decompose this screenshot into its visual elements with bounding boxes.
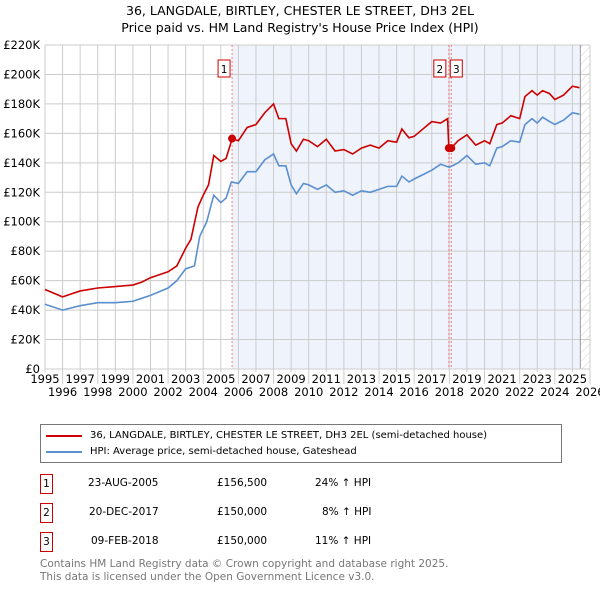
sale-hpi: 24% ↑ HPI (315, 477, 372, 489)
x-tick-label: 2014 (364, 385, 393, 399)
x-tick-label: 2005 (206, 372, 235, 386)
property-line (44, 85, 580, 298)
x-tick-label: 2016 (400, 385, 429, 399)
x-tick-label: 2000 (118, 385, 147, 399)
x-tick-label: 2026 (575, 385, 600, 399)
sale-row: 2 20-DEC-2017 £150,000 8% ↑ HPI (40, 503, 440, 523)
y-tick-label: £0 (25, 362, 40, 376)
sale-price: £150,000 (217, 535, 268, 547)
shaded-period (232, 45, 581, 369)
x-tick-label: 2009 (276, 372, 305, 386)
sale-price: £150,000 (217, 506, 268, 518)
x-tick-label: 1996 (48, 385, 77, 399)
sale-price: £156,500 (217, 477, 268, 489)
legend-label-property: 36, LANGDALE, BIRTLEY, CHESTER LE STREET… (90, 430, 488, 441)
x-tick-label: 2021 (487, 372, 516, 386)
x-tick-label: 2011 (312, 372, 341, 386)
x-tick-label: 1995 (30, 372, 59, 386)
x-tick-label: 2023 (523, 372, 552, 386)
sale-label: 3 (453, 64, 460, 76)
x-tick-label: 2006 (224, 385, 253, 399)
x-tick-label: 2010 (294, 385, 323, 399)
sale-label-box (433, 59, 447, 78)
x-tick-label: 2002 (153, 385, 182, 399)
sale-row: 1 23-AUG-2005 £156,500 24% ↑ HPI (40, 474, 440, 494)
sale-label-box (217, 59, 231, 78)
sale-label-box (449, 59, 463, 78)
sale-label: 1 (221, 64, 228, 76)
y-tick-label: £60K (11, 274, 41, 288)
x-tick-label: 2015 (382, 372, 411, 386)
x-tick-label: 2012 (329, 385, 358, 399)
sale-date: 09-FEB-2018 (91, 535, 159, 547)
sale-number: 3 (40, 532, 53, 552)
x-tick-label: 2018 (435, 385, 464, 399)
sale-row: 3 09-FEB-2018 £150,000 11% ↑ HPI (40, 532, 440, 552)
x-tick-label: 2024 (540, 385, 569, 399)
legend-label-hpi: HPI: Average price, semi-detached house,… (90, 446, 357, 457)
hpi-line (44, 111, 580, 311)
footer-licence: This data is licensed under the Open Gov… (40, 571, 375, 583)
x-tick-label: 2007 (241, 372, 270, 386)
future-hatch (580, 45, 590, 369)
x-tick-label: 2020 (470, 385, 499, 399)
y-tick-label: £120K (3, 185, 40, 199)
x-tick-label: 2004 (189, 385, 218, 399)
x-tick-label: 2008 (259, 385, 288, 399)
x-tick-label: 2001 (136, 372, 165, 386)
y-tick-label: £100K (3, 215, 40, 229)
x-tick-label: 2017 (417, 372, 446, 386)
y-tick-label: £20K (11, 333, 41, 347)
y-tick-label: £220K (3, 38, 40, 52)
sale-number: 1 (40, 474, 53, 494)
y-tick-label: £40K (11, 303, 41, 317)
sale-date: 23-AUG-2005 (88, 477, 159, 489)
sale-point (228, 134, 237, 143)
legend: 36, LANGDALE, BIRTLEY, CHESTER LE STREET… (40, 424, 562, 463)
sale-number: 2 (40, 503, 53, 523)
legend-swatch-hpi (46, 450, 82, 453)
y-tick-label: £180K (3, 97, 40, 111)
y-tick-label: £140K (3, 156, 40, 170)
x-tick-label: 2019 (452, 372, 481, 386)
sale-hpi: 8% ↑ HPI (322, 506, 372, 518)
footer-copyright: Contains HM Land Registry data © Crown c… (40, 558, 449, 570)
sale-label: 2 (436, 64, 443, 76)
sale-hpi: 11% ↑ HPI (315, 535, 372, 547)
sale-date: 20-DEC-2017 (89, 506, 159, 518)
y-tick-label: £160K (3, 126, 40, 140)
price-chart: 1995199619971998199920002001200220032004… (3, 38, 600, 399)
sale-point (447, 144, 456, 153)
legend-swatch-property (46, 434, 82, 437)
y-tick-label: £80K (11, 244, 41, 258)
x-tick-label: 2013 (347, 372, 376, 386)
chart-title: 36, LANGDALE, BIRTLEY, CHESTER LE STREET… (126, 3, 474, 18)
chart-subtitle: Price paid vs. HM Land Registry's House … (121, 20, 479, 35)
x-tick-label: 1999 (101, 372, 130, 386)
footer: Contains HM Land Registry data © Crown c… (40, 558, 448, 584)
x-tick-label: 2003 (171, 372, 200, 386)
x-tick-label: 1998 (83, 385, 112, 399)
x-tick-label: 1997 (66, 372, 95, 386)
x-tick-label: 2025 (558, 372, 587, 386)
y-tick-label: £200K (3, 67, 40, 81)
x-tick-label: 2022 (505, 385, 534, 399)
